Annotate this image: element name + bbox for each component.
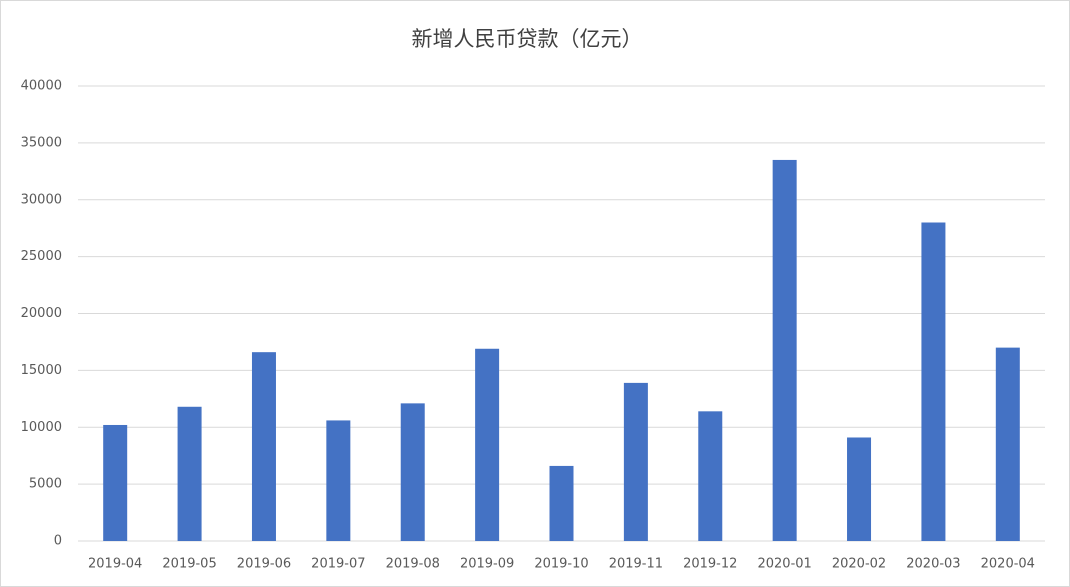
x-tick-label: 2019-11 — [609, 557, 663, 572]
x-tick-label: 2019-05 — [162, 557, 216, 572]
bar — [475, 348, 500, 541]
x-tick-label: 2020-03 — [906, 557, 960, 572]
bar — [251, 352, 276, 541]
y-tick-label: 30000 — [21, 192, 62, 207]
bar — [400, 403, 425, 541]
y-tick-label: 5000 — [29, 477, 62, 492]
bar — [995, 347, 1020, 541]
bar — [921, 222, 946, 541]
chart-title: 新增人民币贷款（亿元） — [412, 27, 643, 51]
x-tick-label: 2020-02 — [832, 557, 886, 572]
y-tick-label: 40000 — [21, 79, 62, 94]
x-tick-label: 2019-10 — [534, 557, 588, 572]
bar — [177, 406, 202, 541]
bar — [103, 424, 128, 541]
x-tick-label: 2020-01 — [757, 557, 811, 572]
bar — [847, 437, 872, 541]
bar — [326, 420, 351, 541]
y-tick-label: 35000 — [21, 135, 62, 150]
bar — [772, 159, 797, 541]
y-tick-label: 20000 — [21, 306, 62, 321]
y-tick-label: 25000 — [21, 249, 62, 264]
x-tick-label: 2019-04 — [88, 557, 142, 572]
y-tick-label: 10000 — [21, 420, 62, 435]
x-tick-label: 2019-06 — [237, 557, 291, 572]
bar — [549, 465, 574, 541]
x-tick-label: 2020-04 — [981, 557, 1035, 572]
bar — [623, 382, 648, 541]
x-tick-label: 2019-12 — [683, 557, 737, 572]
x-tick-label: 2019-09 — [460, 557, 514, 572]
x-tick-label: 2019-08 — [386, 557, 440, 572]
x-tick-label: 2019-07 — [311, 557, 365, 572]
y-tick-label: 15000 — [21, 363, 62, 378]
y-tick-label: 0 — [54, 534, 62, 549]
bar — [698, 411, 723, 541]
